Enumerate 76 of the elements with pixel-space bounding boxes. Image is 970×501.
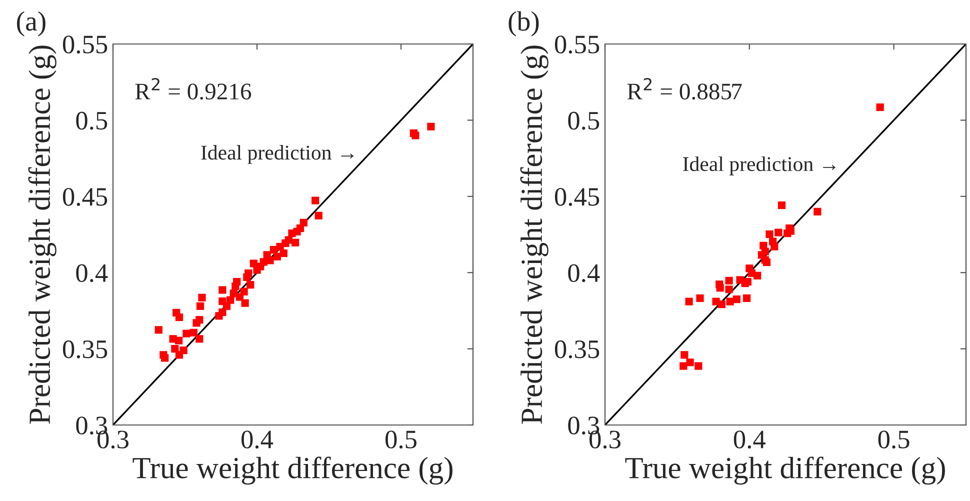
point: [876, 103, 884, 112]
point: [680, 362, 688, 370]
point: [680, 351, 688, 359]
point: [300, 218, 308, 226]
annotation: R$^{2}$ = 0.9216: [135, 78, 252, 100]
point: [182, 330, 190, 338]
point: [743, 294, 751, 302]
point: [725, 286, 733, 294]
point: [744, 278, 752, 286]
point: [196, 302, 204, 310]
chart-title: (a): [17, 11, 46, 36]
point: [754, 272, 762, 280]
point: [171, 344, 179, 353]
y-axis-title: Predicted weight difference (g): [28, 46, 56, 424]
point: [718, 300, 726, 308]
y-tick-label: 0.4: [568, 264, 600, 282]
point: [218, 286, 226, 294]
point: [770, 242, 778, 250]
point: [240, 288, 248, 296]
point: [198, 294, 206, 302]
chart-title: (b): [508, 11, 539, 36]
point: [292, 238, 300, 246]
point: [774, 228, 782, 236]
y-tick-label: 0.55: [62, 36, 108, 54]
y-tick-label: 0.45: [554, 188, 600, 206]
point: [196, 335, 204, 343]
point: [226, 296, 234, 304]
y-tick-label: 0.35: [554, 340, 600, 358]
x-tick-label: 0.4: [734, 430, 766, 449]
point: [246, 280, 254, 289]
y-tick-label: 0.55: [554, 36, 600, 54]
x-axis-title: True weight difference (g): [625, 456, 945, 485]
point: [196, 316, 204, 324]
y-axis-title: Predicted weight difference (g): [520, 46, 548, 424]
point: [233, 278, 241, 286]
point: [685, 298, 693, 306]
point: [218, 308, 226, 316]
point: [778, 201, 786, 210]
point: [696, 294, 704, 302]
point: [732, 295, 740, 304]
point: [686, 358, 694, 366]
point: [726, 298, 734, 306]
x-tick-label: 0.5: [878, 430, 910, 449]
y-tick-label: 0.5: [76, 112, 108, 130]
point: [694, 362, 702, 370]
point: [762, 258, 771, 266]
y-tick-label: 0.4: [76, 264, 108, 282]
y-tick-label: 0.45: [62, 188, 108, 206]
point: [273, 252, 281, 260]
point: [266, 256, 274, 264]
point: [180, 346, 188, 354]
annotation: Ideal prediction →: [201, 145, 354, 164]
point: [761, 248, 769, 256]
x-tick-label: 0.5: [386, 430, 416, 449]
point: [241, 299, 249, 307]
point: [280, 249, 288, 258]
point: [312, 196, 320, 204]
point: [766, 230, 774, 238]
point: [175, 313, 184, 322]
point: [244, 269, 252, 278]
point: [314, 212, 322, 220]
annotation: R$^{2}$ = 0.8857: [627, 78, 742, 100]
point: [175, 336, 183, 344]
annotation: Ideal prediction →: [683, 156, 836, 176]
y-tick-label: 0.5: [568, 112, 600, 130]
point: [190, 328, 198, 336]
point: [716, 284, 724, 292]
point: [412, 132, 420, 140]
x-tick-label: 0.4: [242, 430, 274, 449]
point: [161, 354, 169, 362]
point: [427, 122, 435, 130]
point: [154, 326, 162, 334]
point: [725, 276, 733, 284]
point: [814, 208, 822, 216]
y-tick-label: 0.35: [62, 340, 108, 358]
x-axis-title: True weight difference (g): [132, 456, 452, 485]
